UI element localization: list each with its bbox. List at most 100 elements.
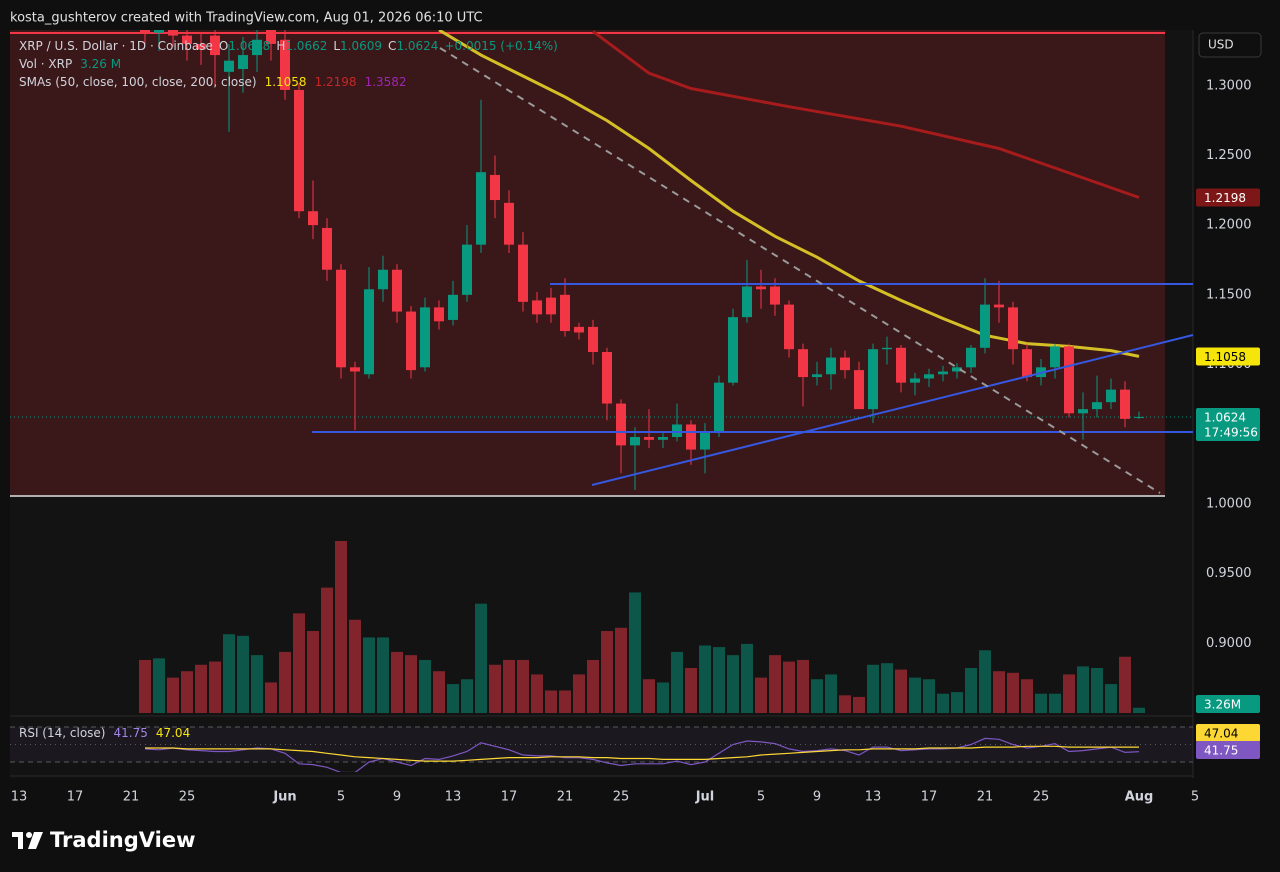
sma-line [438, 30, 1140, 358]
change: +0.0015 (+0.14%) [444, 39, 557, 53]
axes: 1.30001.25001.20001.15001.10001.00000.95… [11, 78, 1260, 805]
volume-bar [139, 659, 151, 713]
rsi-ma-value: 47.04 [156, 726, 190, 740]
candle-body [574, 326, 584, 333]
candle-body [252, 39, 262, 56]
close-value: 1.0624 [396, 39, 438, 53]
volume-bar [965, 667, 977, 713]
brand: TradingView [50, 828, 195, 852]
volume-bar [153, 658, 165, 713]
price-badge-bg [1196, 407, 1260, 426]
candle-body [154, 30, 164, 33]
candle-body [840, 357, 850, 371]
y-tick-label: 1.2500 [1206, 148, 1252, 163]
y-tick-label: 1.2000 [1206, 218, 1252, 233]
volume-bar [335, 541, 347, 713]
candle-body [182, 35, 192, 44]
volume-bar [587, 659, 599, 713]
candle-body [700, 432, 710, 450]
volume-bar [643, 679, 655, 713]
rsi-name: RSI (14, close) [19, 726, 105, 740]
volume-bar [237, 635, 249, 713]
volume-bar [461, 679, 473, 713]
candle-body [756, 286, 766, 290]
volume-bar [1077, 666, 1089, 713]
sma100-value: 1.2198 [315, 75, 357, 89]
rsi-line [144, 737, 1140, 772]
volume-bar [601, 631, 613, 713]
currency-box[interactable] [1198, 32, 1262, 58]
candle-body [630, 437, 640, 446]
volume-bar [279, 651, 291, 713]
sma200-value: 1.3582 [365, 75, 407, 89]
volume-bar [853, 696, 865, 713]
candle-body [910, 378, 920, 383]
volume-bar [825, 674, 837, 713]
volume-bar [811, 679, 823, 713]
candle-body [448, 294, 458, 320]
candle-body [1078, 409, 1088, 414]
candle-body [308, 211, 318, 226]
volume-bar [909, 677, 921, 713]
candle-body [224, 60, 234, 72]
candle-body [196, 43, 206, 50]
rsi-ma-badge: 47.04 [1204, 727, 1238, 741]
volume-bar [475, 603, 487, 713]
open-value: 1.0618 [228, 39, 270, 53]
volume-bar [251, 655, 263, 713]
volume-bar [377, 637, 389, 713]
low-value: 1.0609 [340, 39, 382, 53]
volume-bar [433, 671, 445, 713]
candle-body [322, 227, 332, 270]
legend-rsi: RSI (14, close) 41.75 47.04 [19, 726, 190, 740]
y-tick-label: 1.1500 [1206, 287, 1252, 302]
candle-body [420, 307, 430, 368]
falling-trendline [439, 47, 1161, 494]
countdown-badge-bg [1196, 422, 1260, 441]
candle-body [686, 424, 696, 450]
candle-body [364, 289, 374, 375]
y-tick-label: 1.3000 [1206, 78, 1252, 93]
x-tick-label: 13 [865, 790, 882, 805]
candle-body [812, 374, 822, 378]
volume-bar [629, 592, 641, 713]
candle-body [532, 300, 542, 315]
candle-body [896, 347, 906, 383]
ohlc-prefix: C [388, 39, 396, 53]
volume-bar [391, 651, 403, 713]
sma100-badge-bg [1196, 188, 1260, 207]
volume-bar [321, 587, 333, 713]
volume-badge-bg [1196, 695, 1260, 713]
candle-body [1050, 346, 1060, 368]
y-tick-label: 0.9500 [1206, 566, 1252, 581]
candle-body [462, 244, 472, 295]
x-tick-label: 5 [1191, 790, 1199, 805]
range-box [10, 30, 1165, 496]
candle-body [140, 30, 150, 33]
rising-trendline [591, 334, 1194, 486]
candle-body [854, 370, 864, 410]
candle-body [378, 269, 388, 290]
x-tick-label: 9 [813, 790, 821, 805]
volume-bar [181, 671, 193, 713]
rsi-ma-line [145, 745, 1139, 762]
currency[interactable]: USD [1208, 38, 1234, 52]
candle-body [392, 269, 402, 312]
candle-body [210, 35, 220, 56]
volume-bar [755, 677, 767, 713]
volume-bar [923, 679, 935, 713]
candle-body [1106, 389, 1116, 403]
volume-bar [195, 664, 207, 713]
x-tick-label: 9 [393, 790, 401, 805]
candle-body [294, 89, 304, 212]
volume-bar [223, 634, 235, 713]
ohlc-prefix: H [276, 39, 285, 53]
candle-body [406, 311, 416, 371]
volume-bar [1021, 679, 1033, 713]
volume-bar [769, 655, 781, 713]
sma-line [592, 30, 1140, 199]
volume-bar [671, 651, 683, 713]
x-tick-label: Jun [272, 790, 296, 805]
high-value: 1.0662 [285, 39, 327, 53]
candle-body [1022, 349, 1032, 378]
